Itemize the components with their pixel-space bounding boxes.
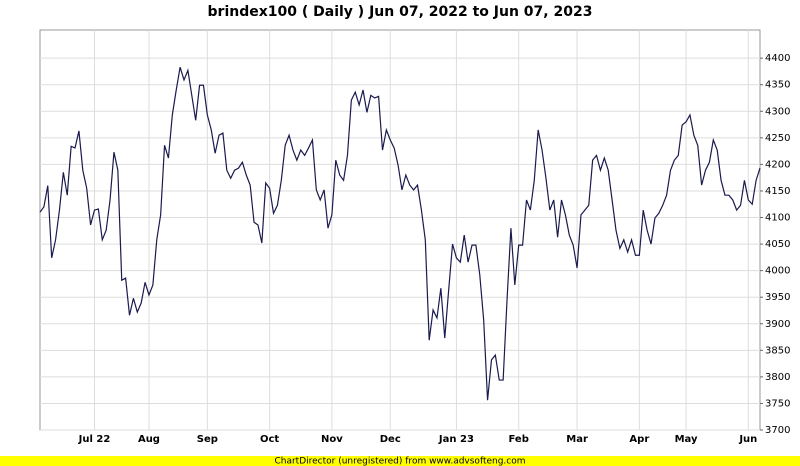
plot-area [39,29,761,431]
x-tick-label: Jun [738,434,757,445]
x-tick-label: Sep [197,434,218,445]
footer-text: ChartDirector (unregistered) from www.ad… [274,457,525,466]
y-tick-label: 4200 [765,159,790,170]
y-tick-label: 4250 [765,133,790,144]
y-tick-label: 4050 [765,239,790,250]
x-tick-label: Dec [380,434,401,445]
y-tick-label: 4350 [765,80,790,91]
x-tick-label: Nov [321,434,343,445]
y-tick-label: 3900 [765,319,790,330]
y-tick-label: 4300 [765,106,790,117]
y-tick-label: 4150 [765,186,790,197]
y-tick-label: 4100 [765,213,790,224]
x-tick-label: Feb [509,434,529,445]
x-tick-label: Aug [138,434,160,445]
y-tick-label: 3700 [765,425,790,436]
y-tick-label: 3850 [765,345,790,356]
footer-bar [0,456,800,466]
data-line [39,67,761,401]
chart-title: brindex100 ( Daily ) Jun 07, 2022 to Jun… [208,4,593,20]
x-tick-label: May [675,434,698,445]
x-tick-label: Apr [629,434,649,445]
x-tick-label: Oct [260,434,279,445]
y-tick-label: 3800 [765,372,790,383]
y-tick-label: 4000 [765,266,790,277]
x-tick-label: Jan 23 [438,434,474,445]
y-tick-label: 3950 [765,292,790,303]
y-tick-label: 4400 [765,53,790,64]
y-tick-label: 3750 [765,398,790,409]
x-tick-label: Mar [566,434,588,445]
x-tick-label: Jul 22 [78,434,111,445]
